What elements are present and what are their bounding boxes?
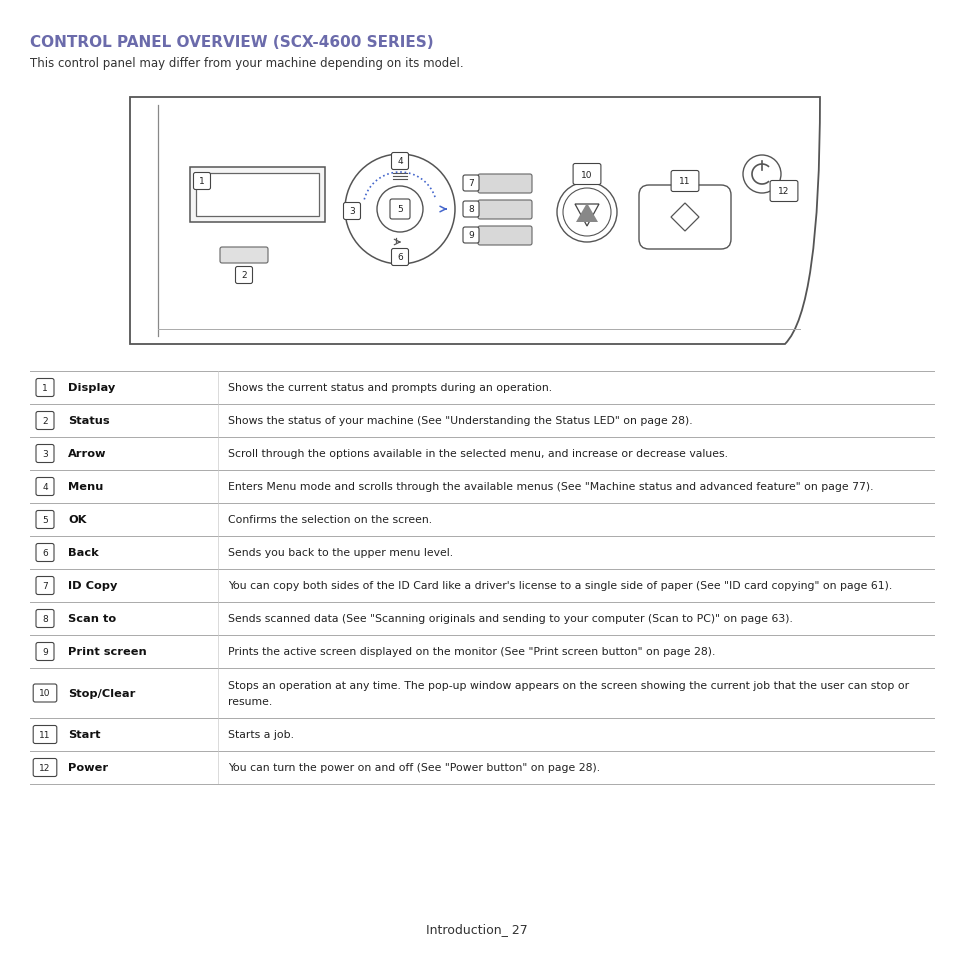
FancyBboxPatch shape bbox=[670, 172, 699, 193]
Text: Stops an operation at any time. The pop-up window appears on the screen showing : Stops an operation at any time. The pop-… bbox=[228, 680, 908, 690]
Text: 5: 5 bbox=[396, 205, 402, 214]
FancyBboxPatch shape bbox=[391, 250, 408, 266]
FancyBboxPatch shape bbox=[573, 164, 600, 185]
FancyBboxPatch shape bbox=[33, 726, 57, 743]
Text: Start: Start bbox=[68, 730, 100, 740]
Text: Shows the status of your machine (See "Understanding the Status LED" on page 28): Shows the status of your machine (See "U… bbox=[228, 416, 692, 426]
Text: Display: Display bbox=[68, 383, 115, 393]
Text: 10: 10 bbox=[580, 171, 592, 179]
FancyBboxPatch shape bbox=[391, 153, 408, 171]
FancyBboxPatch shape bbox=[36, 643, 54, 660]
FancyBboxPatch shape bbox=[235, 267, 253, 284]
Text: 3: 3 bbox=[42, 450, 48, 458]
FancyBboxPatch shape bbox=[33, 684, 57, 702]
Text: You can copy both sides of the ID Card like a driver's license to a single side : You can copy both sides of the ID Card l… bbox=[228, 581, 891, 591]
Text: Shows the current status and prompts during an operation.: Shows the current status and prompts dur… bbox=[228, 383, 552, 393]
Polygon shape bbox=[576, 204, 598, 223]
FancyBboxPatch shape bbox=[390, 200, 410, 220]
Text: Menu: Menu bbox=[68, 482, 103, 492]
FancyBboxPatch shape bbox=[36, 379, 54, 397]
Text: Sends you back to the upper menu level.: Sends you back to the upper menu level. bbox=[228, 548, 453, 558]
Text: Back: Back bbox=[68, 548, 99, 558]
Text: Power: Power bbox=[68, 762, 108, 773]
Text: 11: 11 bbox=[679, 177, 690, 186]
Circle shape bbox=[376, 187, 422, 233]
Text: Status: Status bbox=[68, 416, 110, 426]
Text: ID Copy: ID Copy bbox=[68, 581, 117, 591]
Circle shape bbox=[557, 183, 617, 243]
Text: Stop/Clear: Stop/Clear bbox=[68, 688, 135, 699]
Circle shape bbox=[742, 156, 781, 193]
Text: Print screen: Print screen bbox=[68, 647, 147, 657]
FancyBboxPatch shape bbox=[190, 168, 325, 223]
Text: Scroll through the options available in the selected menu, and increase or decre: Scroll through the options available in … bbox=[228, 449, 727, 459]
Text: 4: 4 bbox=[42, 482, 48, 492]
Text: Sends scanned data (See "Scanning originals and sending to your computer (Scan t: Sends scanned data (See "Scanning origin… bbox=[228, 614, 792, 624]
Text: 8: 8 bbox=[42, 615, 48, 623]
Text: 6: 6 bbox=[42, 548, 48, 558]
Text: Confirms the selection on the screen.: Confirms the selection on the screen. bbox=[228, 515, 432, 525]
FancyBboxPatch shape bbox=[477, 227, 532, 246]
Text: 9: 9 bbox=[42, 647, 48, 657]
FancyBboxPatch shape bbox=[477, 174, 532, 193]
PathPatch shape bbox=[130, 98, 820, 345]
FancyBboxPatch shape bbox=[36, 577, 54, 595]
Text: 8: 8 bbox=[468, 205, 474, 214]
Text: 7: 7 bbox=[42, 581, 48, 590]
FancyBboxPatch shape bbox=[36, 412, 54, 430]
Text: 2: 2 bbox=[42, 416, 48, 426]
Text: 3: 3 bbox=[349, 208, 355, 216]
FancyBboxPatch shape bbox=[769, 181, 797, 202]
Text: Enters Menu mode and scrolls through the available menus (See "Machine status an: Enters Menu mode and scrolls through the… bbox=[228, 482, 873, 492]
FancyBboxPatch shape bbox=[195, 173, 318, 216]
FancyBboxPatch shape bbox=[36, 478, 54, 496]
Text: Scan to: Scan to bbox=[68, 614, 116, 624]
FancyBboxPatch shape bbox=[36, 511, 54, 529]
Text: 1: 1 bbox=[199, 177, 205, 186]
Text: 7: 7 bbox=[468, 179, 474, 189]
Circle shape bbox=[345, 154, 455, 265]
FancyBboxPatch shape bbox=[462, 175, 478, 192]
FancyBboxPatch shape bbox=[639, 186, 730, 250]
Text: 1: 1 bbox=[42, 384, 48, 393]
Text: This control panel may differ from your machine depending on its model.: This control panel may differ from your … bbox=[30, 57, 463, 70]
FancyBboxPatch shape bbox=[36, 445, 54, 463]
FancyBboxPatch shape bbox=[33, 759, 57, 777]
Text: 12: 12 bbox=[778, 188, 789, 196]
FancyBboxPatch shape bbox=[36, 544, 54, 562]
Text: CONTROL PANEL OVERVIEW (SCX-4600 SERIES): CONTROL PANEL OVERVIEW (SCX-4600 SERIES) bbox=[30, 35, 434, 50]
Circle shape bbox=[562, 189, 610, 236]
Text: 9: 9 bbox=[468, 232, 474, 240]
Text: 6: 6 bbox=[396, 253, 402, 262]
FancyBboxPatch shape bbox=[462, 228, 478, 244]
Text: Introduction_ 27: Introduction_ 27 bbox=[426, 923, 527, 936]
Polygon shape bbox=[670, 204, 699, 232]
Text: OK: OK bbox=[68, 515, 87, 525]
FancyBboxPatch shape bbox=[477, 201, 532, 220]
Text: 12: 12 bbox=[39, 763, 51, 772]
Text: 11: 11 bbox=[39, 730, 51, 740]
Text: Arrow: Arrow bbox=[68, 449, 107, 459]
FancyBboxPatch shape bbox=[36, 610, 54, 628]
Text: 10: 10 bbox=[39, 689, 51, 698]
FancyBboxPatch shape bbox=[462, 202, 478, 218]
Text: You can turn the power on and off (See "Power button" on page 28).: You can turn the power on and off (See "… bbox=[228, 762, 599, 773]
FancyBboxPatch shape bbox=[193, 173, 211, 191]
FancyBboxPatch shape bbox=[343, 203, 360, 220]
FancyBboxPatch shape bbox=[220, 248, 268, 264]
Text: 2: 2 bbox=[241, 272, 247, 280]
Text: Prints the active screen displayed on the monitor (See "Print screen button" on : Prints the active screen displayed on th… bbox=[228, 647, 715, 657]
Text: resume.: resume. bbox=[228, 697, 272, 706]
Polygon shape bbox=[575, 205, 598, 227]
Text: Starts a job.: Starts a job. bbox=[228, 730, 294, 740]
Text: 5: 5 bbox=[42, 516, 48, 524]
Text: 4: 4 bbox=[396, 157, 402, 167]
